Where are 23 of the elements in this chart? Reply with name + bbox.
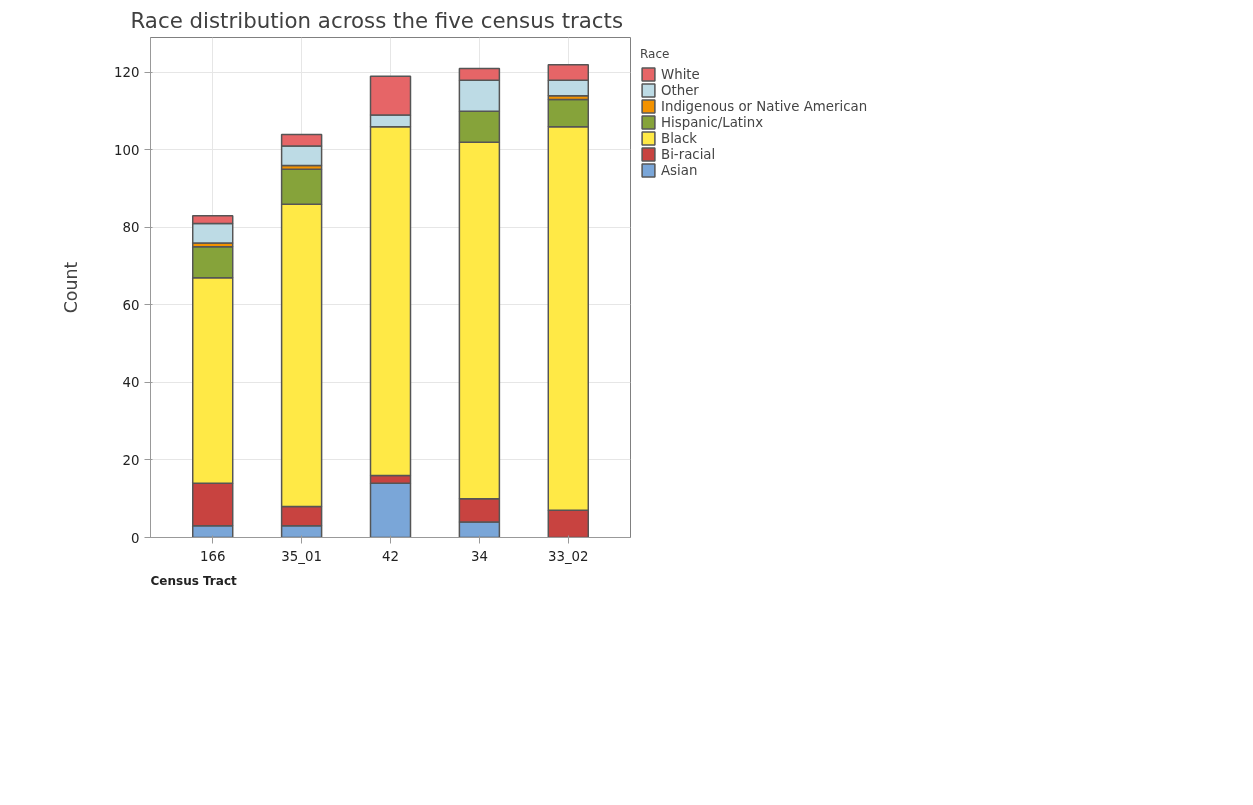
x-tick-label: 35_01 (281, 548, 322, 564)
chart-title: Race distribution across the five census tracts (130, 7, 624, 33)
legend-label: White (661, 66, 700, 82)
y-tick-label: 100 (114, 142, 140, 158)
x-axis-title: Census Tract (150, 573, 237, 588)
y-tick-label: 0 (131, 530, 140, 546)
legend-title: Race (640, 47, 671, 61)
legend-label: Indigenous or Native American (661, 98, 868, 114)
legend-label: Other (661, 82, 699, 98)
y-axis-title: Count (61, 261, 82, 314)
legend-label: Black (661, 130, 698, 146)
x-tick-label: 34 (470, 548, 488, 564)
legend-label: Asian (661, 162, 698, 178)
x-tick-label: 42 (382, 548, 399, 564)
legend-label: Bi-racial (661, 146, 716, 162)
y-tick-label: 80 (122, 220, 140, 236)
x-tick-label: 33_02 (547, 548, 589, 564)
y-tick-label: 120 (114, 65, 140, 81)
legend-label: Hispanic/Latinx (661, 114, 764, 130)
y-tick-label: 20 (122, 452, 140, 468)
y-tick-label: 40 (122, 375, 140, 391)
y-tick-label: 60 (122, 297, 140, 313)
x-tick-label: 166 (200, 548, 226, 564)
